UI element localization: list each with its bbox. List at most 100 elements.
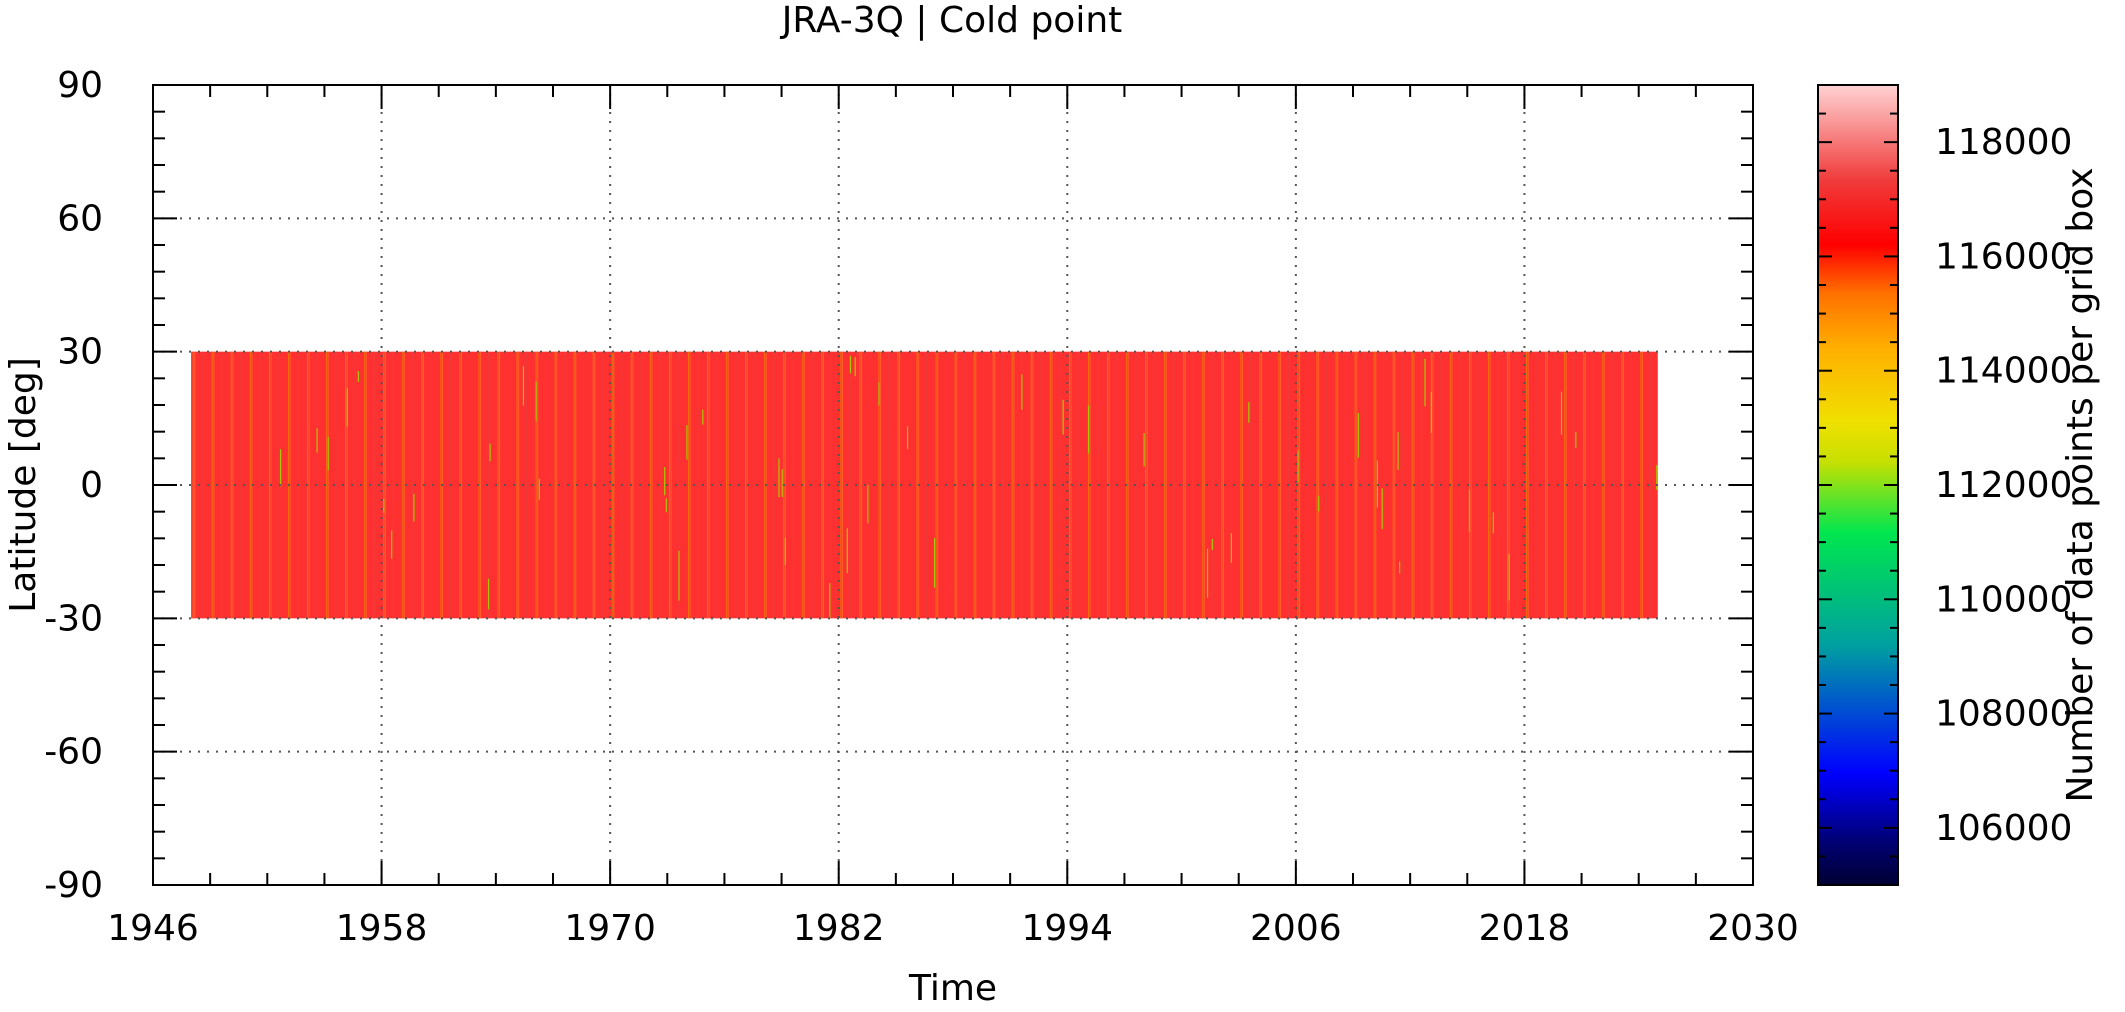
data-stripe xyxy=(1011,351,1013,619)
data-stripe xyxy=(632,351,634,619)
data-stripe xyxy=(289,351,291,619)
data-stripe xyxy=(268,351,270,619)
data-stripe xyxy=(1183,351,1185,619)
data-band xyxy=(191,351,1658,619)
data-stripe xyxy=(811,351,813,619)
data-stripe xyxy=(202,351,204,619)
colorbar-tick-labels: 106000 108000 110000 112000 114000 116000 1180… xyxy=(1935,122,2072,849)
data-stripe xyxy=(1573,351,1575,619)
data-stripe xyxy=(489,443,491,462)
data-stripe xyxy=(670,351,672,619)
data-stripe xyxy=(664,466,666,496)
data-stripe xyxy=(1622,351,1624,619)
colorbar-tick-label: 116000 xyxy=(1935,236,2072,277)
y-tick-label: 90 xyxy=(57,65,103,106)
data-stripe xyxy=(487,351,490,619)
data-stripe xyxy=(1049,351,1051,619)
x-tick-label: 1994 xyxy=(1021,908,1113,949)
data-stripe xyxy=(1641,351,1643,619)
x-tick-label: 2018 xyxy=(1479,908,1571,949)
data-stripe xyxy=(259,351,261,619)
data-stripe xyxy=(194,351,196,619)
data-stripe xyxy=(840,351,842,619)
data-stripe xyxy=(1383,351,1385,619)
data-stripe xyxy=(659,351,661,619)
data-stripe xyxy=(479,351,482,619)
x-tick-label: 2006 xyxy=(1250,908,1342,949)
data-stripe xyxy=(1508,554,1510,601)
data-stripe xyxy=(1545,351,1547,619)
data-stripe xyxy=(846,528,848,574)
data-stripe xyxy=(278,351,280,619)
y-tick-label: -90 xyxy=(44,865,103,906)
data-stripe xyxy=(316,428,318,453)
data-stripe xyxy=(1318,495,1320,512)
data-stripe xyxy=(316,351,318,619)
data-stripe xyxy=(726,351,728,619)
chart-title: JRA-3Q | Cold point xyxy=(780,0,1123,41)
x-tick-label: 1970 xyxy=(564,908,656,949)
data-stripe xyxy=(1564,351,1566,619)
data-stripe xyxy=(1478,351,1480,619)
data-stripe xyxy=(706,351,709,619)
data-stripe xyxy=(702,409,704,425)
data-stripe xyxy=(1354,351,1356,619)
data-stripe xyxy=(1430,392,1432,433)
x-tick-label: 1946 xyxy=(107,908,199,949)
data-stripe xyxy=(1051,351,1053,619)
data-stripe xyxy=(327,436,329,471)
data-stripe xyxy=(1145,351,1147,619)
data-stripe xyxy=(564,351,566,619)
data-stripe xyxy=(460,351,463,619)
data-stripe xyxy=(906,426,909,449)
data-stripe xyxy=(1411,351,1413,619)
data-stripe xyxy=(1164,351,1166,619)
data-stripe xyxy=(575,351,577,619)
y-tick-label: 30 xyxy=(57,332,103,373)
data-stripe xyxy=(1062,399,1064,435)
data-stripe xyxy=(868,351,870,619)
colorbar-tick-label: 110000 xyxy=(1935,579,2072,620)
data-stripe xyxy=(1127,351,1129,619)
colorbar-tick-label: 106000 xyxy=(1935,808,2072,849)
data-stripe xyxy=(221,351,223,619)
data-stripe xyxy=(192,351,194,619)
colorbar-label: Number of data points per grid box xyxy=(2060,167,2101,802)
data-stripe xyxy=(402,351,404,619)
data-stripe xyxy=(1087,351,1090,619)
data-stripe xyxy=(1259,351,1261,619)
data-stripe xyxy=(499,351,501,619)
data-stripe xyxy=(1394,351,1396,619)
data-stripe xyxy=(678,550,680,601)
data-stripe xyxy=(392,351,394,619)
data-stripe xyxy=(686,424,688,460)
data-stripe xyxy=(383,351,385,619)
data-stripe xyxy=(279,449,282,487)
data-stripe xyxy=(1306,351,1309,619)
data-stripe xyxy=(1326,351,1328,619)
data-stripe xyxy=(1002,351,1004,619)
data-stripe xyxy=(745,351,747,619)
data-stripe xyxy=(1554,351,1556,619)
data-stripe xyxy=(1516,351,1518,619)
data-stripe xyxy=(716,351,718,619)
data-stripe xyxy=(727,351,729,619)
data-stripe xyxy=(583,351,585,619)
data-stripe xyxy=(1603,351,1605,619)
data-stripe xyxy=(1356,351,1358,619)
data-stripe xyxy=(1078,351,1080,619)
data-stripe xyxy=(933,538,936,588)
data-stripe xyxy=(1373,351,1375,619)
data-stripe xyxy=(391,530,393,559)
data-stripe xyxy=(1211,539,1213,550)
data-stripe xyxy=(994,351,996,619)
data-stripe xyxy=(849,355,852,374)
data-stripe xyxy=(346,351,348,619)
grid-lines xyxy=(153,85,1753,885)
colorbar-tick-label: 112000 xyxy=(1935,465,2072,506)
data-stripe xyxy=(1506,351,1509,619)
data-stripe xyxy=(803,351,805,619)
data-band-layer xyxy=(191,351,1658,619)
data-stripe xyxy=(413,493,415,522)
data-stripe xyxy=(213,351,215,619)
